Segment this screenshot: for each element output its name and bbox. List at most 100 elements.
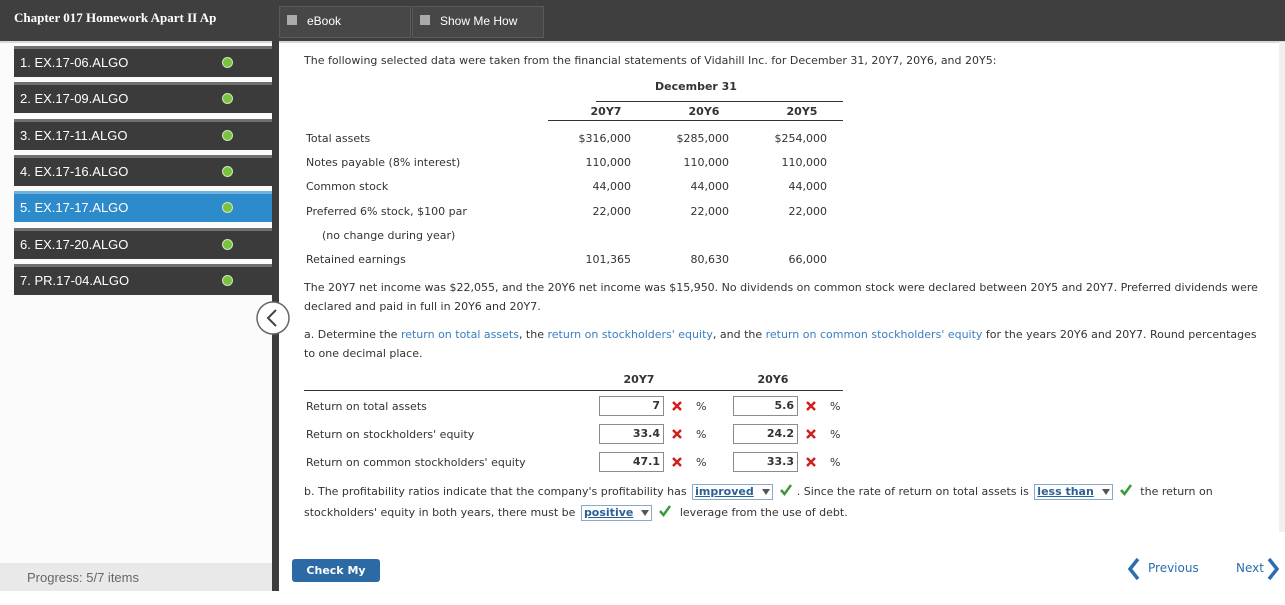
dropdown-value[interactable]: positive (583, 506, 634, 519)
answer-label: Return on total assets (306, 400, 427, 413)
dropdown-value[interactable]: improved (695, 485, 754, 498)
page: {"header": {"title": "Chapter 017 Homewo… (0, 0, 1285, 591)
incorrect-icon (672, 456, 682, 467)
incorrect-icon (672, 428, 682, 439)
assignment-title: Chapter 017 Homework Apart II Ap (14, 10, 217, 25)
cell: 22,000 (788, 204, 828, 218)
check-my-work-button[interactable]: Check My Work (292, 559, 380, 600)
term-link[interactable]: return on total assets (400, 328, 519, 341)
question-label[interactable]: 7. PR.17-04.ALGO (20, 272, 130, 288)
part-b: b. The profitability ratios indicate tha… (304, 481, 1269, 523)
next-chevron[interactable] (1265, 556, 1281, 582)
cell: 101,365 (585, 253, 632, 266)
cell: $285,000 (676, 132, 730, 145)
text: the return on stockholders' equity in bo… (304, 485, 1213, 519)
intro-text: The following selected data were taken f… (304, 54, 997, 67)
paragraph: The 20Y7 net income was $22,055, and the… (304, 281, 1258, 313)
text: , the (518, 328, 548, 341)
cell: 110,000 (781, 156, 828, 170)
answer-input[interactable]: 7 (599, 396, 664, 416)
incorrect-icon (806, 456, 816, 467)
answer-label: Return on stockholders' equity (306, 427, 475, 441)
cell: 110,000 (683, 156, 730, 170)
column-header: 20Y6 (688, 105, 720, 118)
question-label[interactable]: 5. EX.17-17.ALGO (20, 200, 129, 216)
row-label: Retained earnings (306, 253, 406, 266)
unit: % (830, 455, 841, 469)
tab-label[interactable]: Show Me How (440, 14, 518, 28)
row-label: Preferred 6% stock, $100 par (306, 204, 467, 218)
status-dot (222, 274, 233, 286)
previous-chevron[interactable] (1126, 556, 1142, 582)
table-group-header: December 31 (655, 80, 737, 93)
question-label[interactable]: 4. EX.17-16.ALGO (20, 163, 129, 179)
cell: 44,000 (690, 180, 730, 194)
unit: % (696, 427, 707, 441)
unit: % (696, 400, 707, 413)
answer-input[interactable]: 33.4 (599, 423, 664, 444)
row-label: (no change during year) (322, 228, 456, 242)
tab[interactable] (279, 6, 411, 38)
cell: 66,000 (788, 253, 828, 266)
unit: % (830, 427, 841, 441)
unit: % (696, 455, 707, 469)
dropdown-arrow[interactable] (761, 489, 770, 495)
answer-column-header: 20Y7 (623, 373, 655, 386)
column-header: 20Y5 (786, 105, 818, 118)
status-dot (222, 129, 233, 141)
cell: 80,630 (690, 253, 730, 266)
term-link[interactable]: return on common stockholders' equity (765, 328, 983, 341)
dropdown[interactable]: improved (692, 484, 773, 500)
dropdown[interactable]: positive (580, 505, 653, 521)
next-button[interactable]: Next (1236, 561, 1264, 575)
question-label[interactable]: 2. EX.17-09.ALGO (20, 91, 129, 107)
status-dot (222, 165, 233, 177)
answer-input[interactable]: 33.3 (733, 451, 798, 472)
tab-icon (420, 15, 430, 25)
dropdown-arrow[interactable] (1101, 489, 1110, 495)
incorrect-icon (806, 428, 816, 439)
cell: $254,000 (774, 132, 828, 145)
correct-icon (779, 484, 792, 497)
text: a. Determine the (304, 328, 401, 341)
answer-column-header: 20Y6 (757, 373, 789, 386)
row-label: Common stock (306, 180, 389, 194)
progress-bar (0, 563, 272, 591)
top-bar (0, 0, 1285, 43)
answer-input[interactable]: 47.1 (599, 451, 664, 472)
status-dot (222, 238, 233, 250)
dropdown-arrow[interactable] (641, 510, 650, 516)
dropdown-value[interactable]: less than (1037, 485, 1094, 498)
question-label[interactable]: 6. EX.17-20.ALGO (20, 236, 129, 252)
tab[interactable] (412, 6, 544, 38)
dropdown[interactable]: less than (1034, 484, 1113, 500)
cell: 44,000 (592, 180, 632, 194)
header-rule (548, 120, 843, 121)
collapse-button[interactable] (255, 300, 291, 336)
cell: 22,000 (592, 204, 632, 218)
text: leverage from the use of debt. (676, 506, 848, 519)
cell: $316,000 (578, 132, 632, 145)
correct-icon (659, 505, 672, 518)
answer-rule (304, 390, 843, 391)
scrollbar (1279, 42, 1285, 532)
row-label: Notes payable (8% interest) (306, 156, 461, 170)
cell: 44,000 (788, 180, 828, 194)
status-dot (222, 202, 233, 214)
incorrect-icon (806, 401, 816, 411)
answer-input[interactable]: 5.6 (733, 396, 798, 416)
question-label[interactable]: 1. EX.17-06.ALGO (20, 55, 129, 70)
cell: 110,000 (585, 156, 632, 170)
term-link[interactable]: return on stockholders' equity (547, 328, 713, 341)
text: b. The profitability ratios indicate tha… (304, 485, 691, 498)
question-item[interactable] (14, 191, 272, 223)
group-rule (596, 87, 843, 102)
column-header: 20Y7 (590, 105, 622, 118)
question-label[interactable]: 3. EX.17-11.ALGO (20, 127, 128, 143)
tab-label[interactable]: eBook (307, 14, 342, 28)
answer-input[interactable]: 24.2 (733, 423, 798, 444)
unit: % (830, 400, 841, 413)
cell: 22,000 (690, 204, 730, 218)
tab-icon (287, 15, 297, 25)
previous-button[interactable]: Previous (1148, 561, 1199, 575)
